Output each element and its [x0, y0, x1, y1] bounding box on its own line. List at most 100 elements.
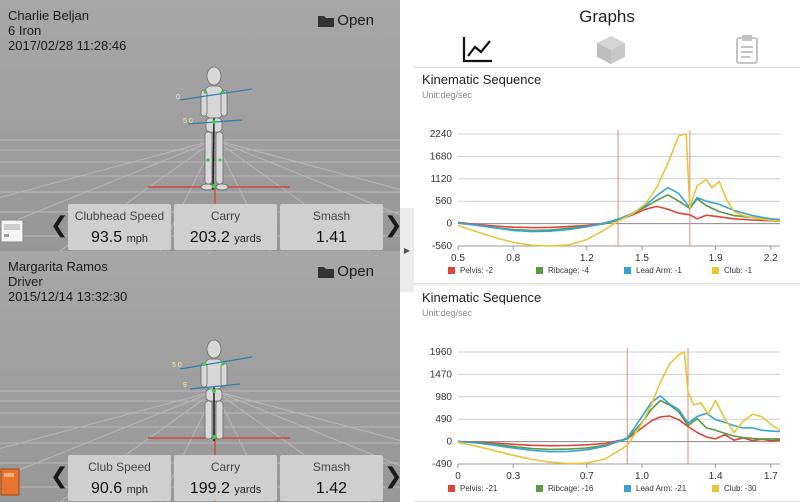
clipboard-icon — [736, 35, 758, 64]
x-tick-label: 1.2 — [580, 253, 594, 264]
swing-info: Charlie Beljan 6 Iron 2017/02/28 11:28:4… — [8, 8, 126, 53]
x-tick-label: 0.3 — [506, 471, 520, 482]
stat-carry: Carry 203.2 yards — [174, 204, 277, 250]
tab-graphs[interactable] — [460, 34, 494, 64]
legend-label: Pelvis: -2 — [460, 266, 493, 275]
cube-icon — [597, 36, 625, 64]
chevron-right-icon: ▶ — [403, 245, 411, 255]
chart-subtitle: Unit:deg/sec — [422, 90, 473, 100]
swing-viewer-2[interactable]: 5 0 9 Margarita Ramos Driver 2015/12/14 … — [0, 251, 400, 502]
y-tick-label: 490 — [435, 414, 452, 425]
legend-item-pelvis: Pelvis: -21 — [448, 484, 536, 493]
chart-subtitle: Unit:deg/sec — [422, 308, 473, 318]
body-angle-annotation-mid: 9 — [183, 382, 187, 389]
legend-label: Lead Arm: -1 — [636, 266, 682, 275]
legend-item-ribcage: Ribcage: -4 — [536, 266, 624, 275]
series-line-lead-arm — [457, 186, 781, 233]
stat-value: 90.6 — [91, 480, 123, 497]
tab-3d-view[interactable] — [594, 34, 628, 64]
prev-swing-button[interactable]: ❮ — [50, 213, 69, 238]
launch-monitor-icon — [0, 212, 26, 246]
series-line-ribcage — [457, 399, 780, 451]
stat-label: Carry — [210, 460, 241, 474]
kinematic-sequence-card-1: Kinematic Sequence Unit:deg/sec 2240 1680… — [414, 68, 800, 284]
club-name: Driver — [8, 274, 43, 289]
launch-monitor-icon — [0, 463, 26, 497]
player-name: Margarita Ramos — [8, 259, 108, 274]
stat-label: Smash — [312, 209, 351, 223]
legend-swatch — [536, 485, 543, 492]
legend-label: Club: -1 — [724, 266, 753, 275]
chart-title: Kinematic Sequence — [422, 290, 542, 305]
x-tick-label: 1.4 — [709, 471, 723, 482]
stat-clubhead-speed: Clubhead Speed 93.5 mph — [68, 204, 171, 250]
open-button[interactable]: Open — [318, 263, 374, 280]
stat-label: Carry — [210, 209, 241, 223]
y-tick-label: 1470 — [430, 369, 453, 380]
y-tick-label: 1120 — [430, 174, 452, 185]
stat-label: Club Speed — [88, 460, 151, 474]
open-button-label: Open — [337, 263, 374, 280]
x-tick-label: 0.7 — [580, 471, 594, 482]
swing-viewer-1[interactable]: 0 5 0 Charlie Beljan 6 Iron 2017/02/28 1… — [0, 0, 400, 251]
next-swing-button[interactable]: ❯ — [384, 464, 400, 489]
club-name: 6 Iron — [8, 23, 42, 38]
y-tick-label: 0 — [446, 437, 452, 448]
swing-info: Margarita Ramos Driver 2015/12/14 13:32:… — [8, 259, 127, 304]
legend-label: Club: -30 — [724, 484, 757, 493]
tab-report[interactable] — [730, 34, 764, 64]
legend-item-pelvis: Pelvis: -2 — [448, 266, 536, 275]
x-tick-label: 1.0 — [635, 471, 649, 482]
chart-legend: Pelvis: -21 Ribcage: -16 Lead Arm: -21 C… — [448, 484, 800, 493]
series-line-pelvis — [457, 205, 781, 229]
stat-unit: yards — [234, 233, 262, 245]
swing-stats: Club Speed 90.6 mph Carry 199.2 yards Sm… — [68, 455, 383, 501]
y-tick-label: 560 — [435, 196, 452, 207]
body-angle-annotation-top: 5 0 — [172, 362, 182, 369]
series-line-ribcage — [457, 194, 781, 232]
body-angle-annotation-mid: 5 0 — [183, 118, 193, 125]
stat-unit: mph — [126, 233, 148, 245]
stat-value: 1.41 — [315, 229, 348, 246]
y-tick-label: -490 — [432, 459, 452, 470]
stat-smash: Smash 1.41 — [280, 204, 383, 250]
legend-swatch — [448, 485, 455, 492]
legend-item-ribcage: Ribcage: -16 — [536, 484, 624, 493]
collapse-panel-handle[interactable]: ▶ — [400, 208, 414, 292]
legend-item-club: Club: -1 — [712, 266, 800, 275]
legend-label: Pelvis: -21 — [460, 484, 498, 493]
x-tick-label: 1.9 — [709, 253, 723, 264]
stat-unit: mph — [126, 484, 148, 496]
swing-datetime: 2015/12/14 13:32:30 — [8, 289, 128, 304]
y-tick-label: 2240 — [430, 129, 453, 140]
x-tick-label: 1.5 — [635, 253, 649, 264]
stat-unit: yards — [234, 484, 262, 496]
y-tick-label: -560 — [432, 241, 452, 252]
graphs-header: Graphs — [414, 0, 800, 68]
x-tick-label: 1.7 — [764, 471, 778, 482]
stat-value: 93.5 — [91, 229, 123, 246]
player-name: Charlie Beljan — [8, 8, 89, 23]
series-line-pelvis — [457, 415, 781, 447]
legend-swatch — [448, 267, 455, 274]
swing-viewer-pane: 0 5 0 Charlie Beljan 6 Iron 2017/02/28 1… — [0, 0, 400, 502]
stat-value: 203.2 — [189, 229, 230, 246]
y-tick-label: 1960 — [430, 347, 453, 358]
swing-datetime: 2017/02/28 11:28:46 — [8, 38, 127, 53]
stat-club-speed: Club Speed 90.6 mph — [68, 455, 171, 501]
prev-swing-button[interactable]: ❮ — [50, 464, 69, 489]
swing-stats: Clubhead Speed 93.5 mph Carry 203.2 yard… — [68, 204, 383, 250]
stat-value: 199.2 — [189, 480, 230, 497]
open-button[interactable]: Open — [318, 12, 374, 29]
legend-swatch — [712, 267, 719, 274]
legend-swatch — [536, 267, 543, 274]
stat-carry: Carry 199.2 yards — [174, 455, 277, 501]
next-swing-button[interactable]: ❯ — [384, 213, 400, 238]
legend-item-lead-arm: Lead Arm: -1 — [624, 266, 712, 275]
folder-icon — [318, 266, 335, 278]
folder-icon — [318, 15, 335, 27]
stat-smash: Smash 1.42 — [280, 455, 383, 501]
open-button-label: Open — [337, 12, 374, 29]
